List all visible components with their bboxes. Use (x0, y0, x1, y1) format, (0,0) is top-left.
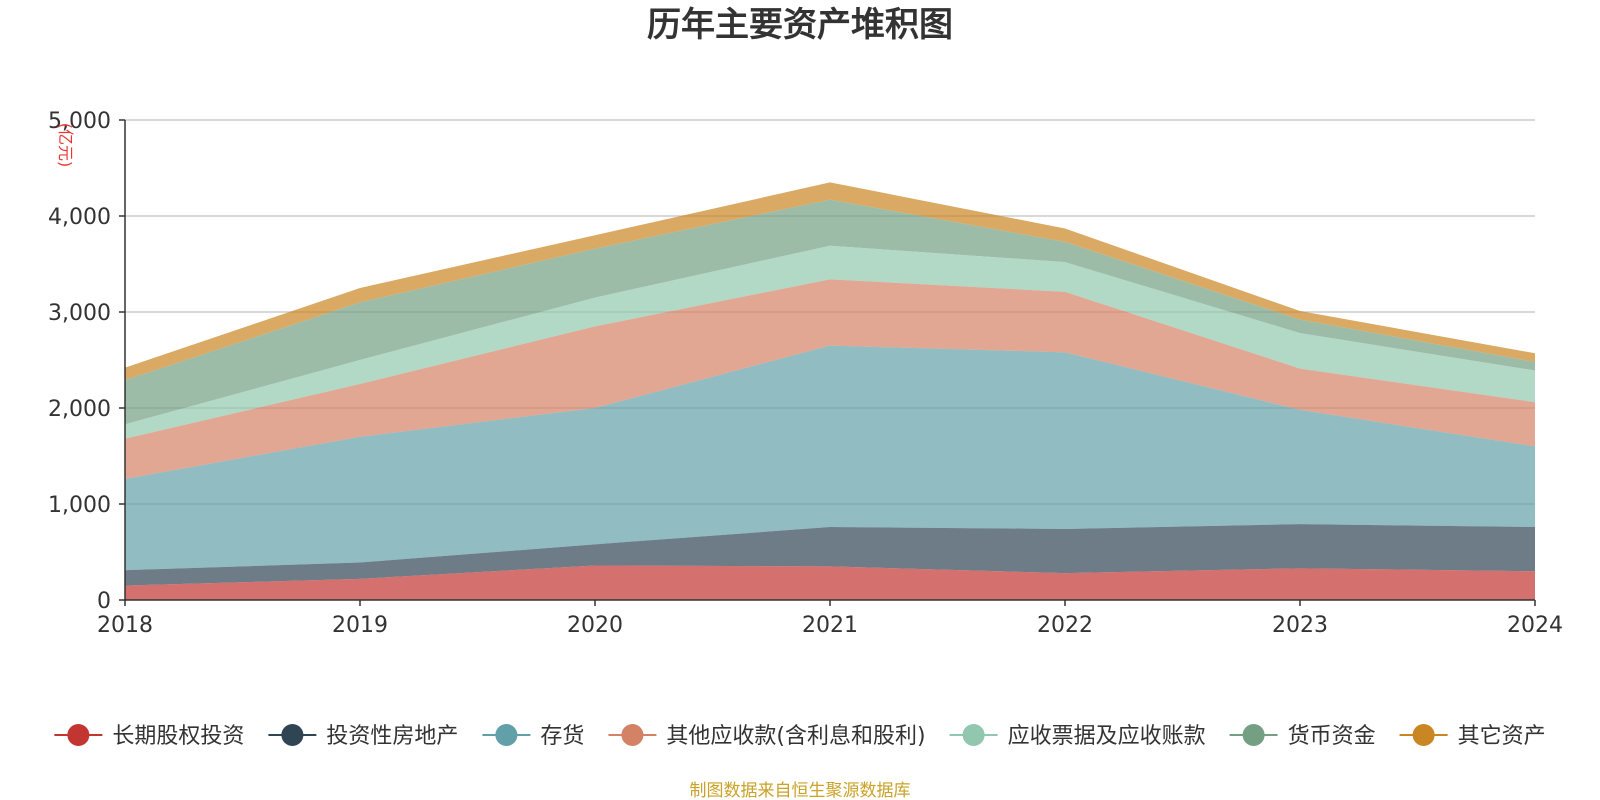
area-series-其它资产 (125, 182, 1535, 381)
legend-label: 长期股权投资 (112, 724, 244, 749)
x-tick-label: 2021 (802, 613, 858, 638)
area-series-应收票据及应收账款 (125, 245, 1535, 439)
legend-label: 货币资金 (1288, 724, 1376, 749)
legend-circle-icon (1412, 724, 1435, 746)
y-tick-label: 0 (97, 589, 111, 614)
area-series-其他应收款(含利息和股利) (125, 279, 1535, 480)
legend-label: 其它资产 (1458, 724, 1546, 749)
x-tick-label: 2020 (567, 613, 623, 638)
plot-area (125, 182, 1535, 600)
x-tick-label: 2022 (1037, 613, 1093, 638)
legend-item[interactable]: 其他应收款(含利息和股利) (608, 724, 926, 749)
area-series-存货 (125, 345, 1535, 571)
x-tick-label: 2023 (1272, 613, 1328, 638)
legend-item[interactable]: 存货 (482, 724, 584, 749)
legend-label: 其他应收款(含利息和股利) (666, 724, 925, 749)
y-tick-label: 4,000 (48, 205, 111, 230)
legend-circle-icon (962, 724, 985, 746)
legend-label: 投资性房地产 (326, 724, 458, 749)
legend-label: 应收票据及应收账款 (1008, 724, 1206, 749)
legend-circle-icon (1242, 724, 1265, 746)
x-tick-label: 2024 (1507, 613, 1563, 638)
legend-label: 存货 (540, 724, 584, 749)
legend-item[interactable]: 长期股权投资 (54, 724, 244, 749)
legend-item[interactable]: 应收票据及应收账款 (949, 724, 1206, 749)
chart-title: 历年主要资产堆积图 (647, 5, 953, 45)
y-tick-label: 5,000 (48, 109, 111, 134)
legend-circle-icon (621, 724, 644, 746)
x-tick-label: 2019 (332, 613, 388, 638)
legend-circle-icon (67, 724, 90, 746)
area-series-投资性房地产 (125, 524, 1535, 586)
y-tick-label: 1,000 (48, 493, 111, 518)
x-tick-label: 2018 (97, 613, 153, 638)
legend-item[interactable]: 其它资产 (1399, 724, 1546, 749)
legend: 长期股权投资 投资性房地产 存货 其他应收款(含利息和股利) 应收票据及应收账款 货币资金… (54, 724, 1546, 749)
legend-circle-icon (281, 724, 304, 746)
legend-circle-icon (495, 724, 518, 746)
legend-item[interactable]: 货币资金 (1229, 724, 1376, 749)
legend-item[interactable]: 投资性房地产 (268, 724, 458, 749)
y-unit-label: (亿元) (56, 123, 75, 168)
y-tick-label: 3,000 (48, 301, 111, 326)
y-tick-label: 2,000 (48, 397, 111, 422)
area-series-长期股权投资 (125, 565, 1535, 600)
source-note: 制图数据来自恒生聚源数据库 (690, 781, 911, 800)
area-series-货币资金 (125, 199, 1535, 425)
axes: 0 1,000 2,000 3,000 4,000 5,000 2018 2019 2020 20… (48, 109, 1563, 638)
